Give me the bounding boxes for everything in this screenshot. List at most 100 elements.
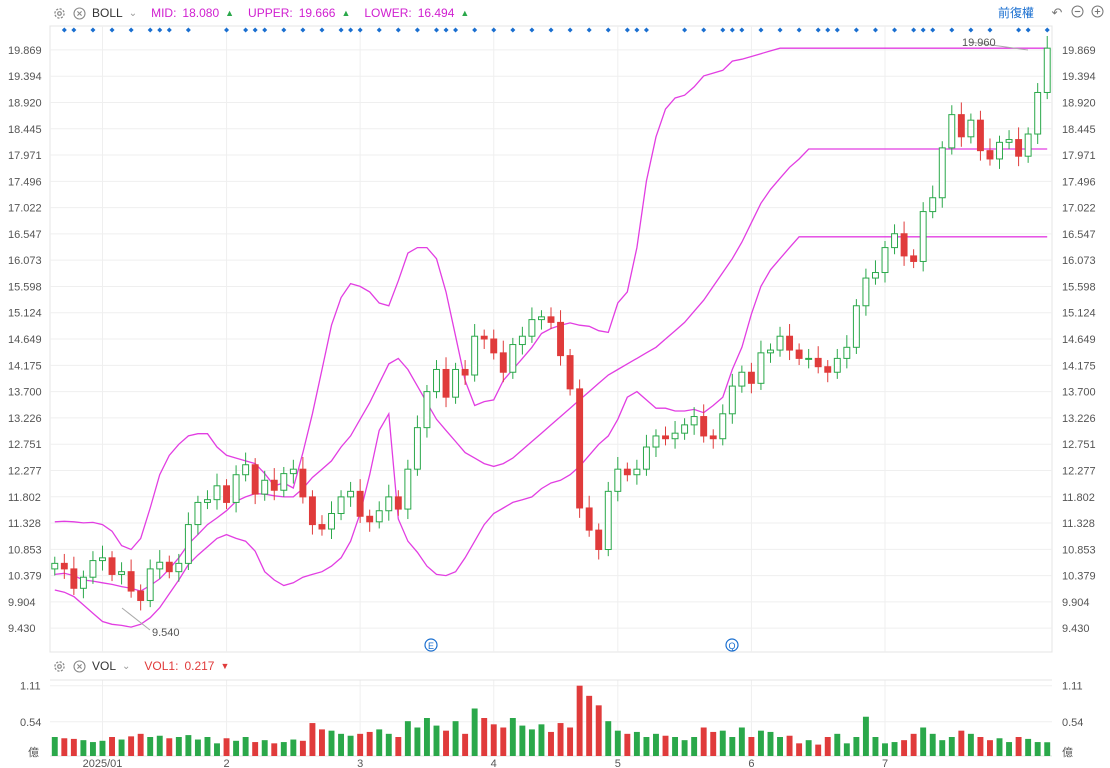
- volume-tick-label: 1.11: [1062, 681, 1083, 693]
- candle-body: [795, 349, 803, 359]
- chevron-down-icon[interactable]: ⌄: [128, 7, 138, 19]
- volume-bar: [509, 718, 516, 756]
- candle: [967, 113, 975, 144]
- gear-icon[interactable]: [52, 659, 66, 673]
- signal-marker: [166, 27, 172, 33]
- volume-bar: [280, 742, 287, 756]
- close-icon[interactable]: [72, 659, 86, 673]
- price-adjust-button[interactable]: 前復權: [997, 6, 1034, 20]
- candle-body: [910, 255, 918, 262]
- event-marker-e[interactable]: E: [424, 638, 438, 652]
- x-tick-label: 6: [748, 758, 754, 768]
- y-tick-label: 19.394: [8, 71, 42, 83]
- signal-marker: [729, 27, 735, 33]
- candle-body: [433, 368, 440, 393]
- volume-bar: [882, 743, 888, 756]
- candle: [537, 310, 545, 330]
- candle-body: [70, 568, 78, 589]
- low-price-label: 9.540: [152, 627, 180, 639]
- candle-body: [518, 335, 526, 346]
- signal-marker: [109, 27, 115, 33]
- signal-marker: [949, 27, 955, 33]
- candle: [385, 484, 393, 521]
- candle: [137, 584, 145, 611]
- candle-body: [385, 496, 393, 512]
- signal-marker: [796, 27, 802, 33]
- candle: [976, 110, 984, 161]
- undo-icon[interactable]: ↶: [1051, 4, 1063, 20]
- candle: [289, 459, 297, 484]
- candle-body: [452, 368, 460, 398]
- volume-bar: [901, 740, 908, 756]
- candle-body: [184, 524, 192, 564]
- plus-icon[interactable]: [1090, 5, 1104, 21]
- volume-bar: [214, 743, 220, 756]
- y-tick-label: 13.700: [1062, 387, 1096, 399]
- candle: [156, 550, 164, 579]
- signal-marker: [920, 27, 926, 33]
- candle-body: [833, 357, 841, 373]
- y-tick-label: 13.700: [8, 387, 42, 399]
- y-tick-label: 14.649: [1062, 334, 1096, 346]
- signal-marker: [300, 27, 306, 33]
- candle: [614, 456, 622, 502]
- signal-marker: [472, 27, 478, 33]
- indicator-name: VOL: [92, 659, 117, 673]
- volume-tick-label: 0.54: [1062, 717, 1083, 729]
- volume-bar: [757, 730, 764, 756]
- candle-body: [929, 197, 937, 213]
- event-marker-q[interactable]: Q: [725, 638, 739, 652]
- candle: [1005, 130, 1013, 149]
- close-icon[interactable]: [72, 6, 86, 20]
- volume-bar: [61, 738, 68, 756]
- candle: [1034, 83, 1042, 144]
- candle-body: [490, 338, 498, 354]
- signal-marker: [701, 27, 707, 33]
- candle: [1015, 127, 1023, 167]
- y-tick-label: 9.904: [1062, 597, 1090, 609]
- candle-body: [375, 510, 383, 523]
- minus-icon[interactable]: [1070, 5, 1084, 21]
- volume-bar: [414, 727, 421, 756]
- candle-body: [223, 485, 231, 503]
- signal-marker: [777, 27, 783, 33]
- candle: [681, 418, 689, 440]
- signal-marker: [872, 27, 878, 33]
- signal-marker: [643, 27, 649, 33]
- volume-bar: [929, 733, 936, 756]
- candle-body: [671, 432, 679, 440]
- candle-body: [337, 496, 345, 515]
- volume-bars: [51, 685, 1051, 756]
- candle-body: [757, 352, 765, 384]
- candle-body: [442, 368, 450, 398]
- volume-bar: [1044, 742, 1051, 756]
- candlesticks: [51, 35, 1051, 611]
- chevron-down-icon[interactable]: ⌄: [122, 660, 131, 672]
- volume-tick-label: 億: [1062, 746, 1073, 759]
- y-tick-label: 16.073: [1062, 255, 1096, 267]
- y-axis-right: 19.869 19.394 18.920 18.445 17.971 17.496 17.0…: [1062, 45, 1096, 635]
- gear-icon[interactable]: [52, 6, 66, 20]
- candle-body: [566, 355, 574, 390]
- candle-body: [652, 435, 660, 448]
- annotations: 19.960 9.540 E Q: [121, 37, 1029, 652]
- volume-bar: [80, 740, 87, 756]
- candle: [423, 384, 431, 438]
- candle: [719, 404, 727, 446]
- signal-marker: [682, 27, 688, 33]
- candle: [318, 515, 326, 536]
- candle-body: [413, 427, 421, 470]
- volume-tick-label: 1.11: [20, 681, 41, 693]
- volume-bar: [185, 735, 192, 756]
- candle: [833, 348, 841, 379]
- volume-tick-label: 億: [28, 746, 39, 759]
- candle: [394, 490, 402, 516]
- y-tick-label: 17.971: [1062, 150, 1096, 162]
- candle: [347, 481, 355, 507]
- candle-body: [604, 490, 612, 551]
- candle-body: [423, 391, 431, 429]
- signal-marker: [1016, 27, 1022, 33]
- candle: [79, 570, 87, 599]
- volume-bar: [1034, 742, 1041, 756]
